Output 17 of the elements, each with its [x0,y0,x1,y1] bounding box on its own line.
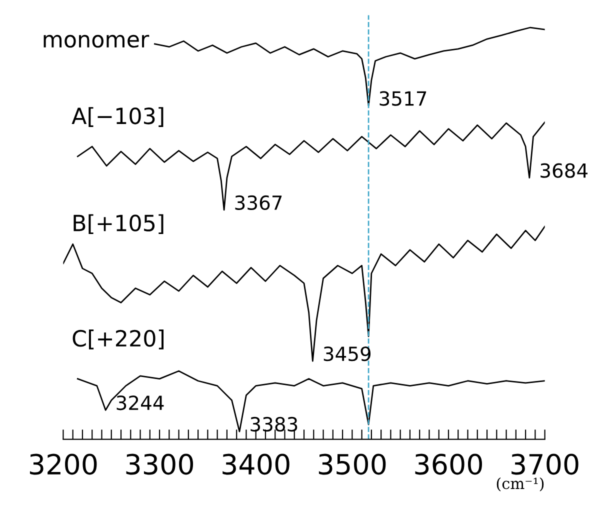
x-tick-label: 3500 [318,454,386,475]
annotation: 3459 [324,346,371,362]
series-label: C[+220] [72,330,164,350]
x-tick-label: 3600 [415,454,482,475]
x-tick-label: 3700 [512,454,578,475]
series-label: A[−103] [72,107,164,127]
annotation: 3517 [380,91,426,106]
series-label: monomer [44,34,150,48]
x-tick-label: 3200 [30,454,97,475]
annotation: 3383 [250,416,298,432]
annotation: 3684 [540,163,588,178]
x-tick-label: 3400 [222,454,290,475]
x-tick-label: 3300 [126,454,194,475]
annotation: 3244 [116,395,164,410]
annotation: 3367 [235,195,282,210]
series-label: B[+105] [74,214,164,234]
x-axis-title: (cm⁻¹) [496,477,544,492]
